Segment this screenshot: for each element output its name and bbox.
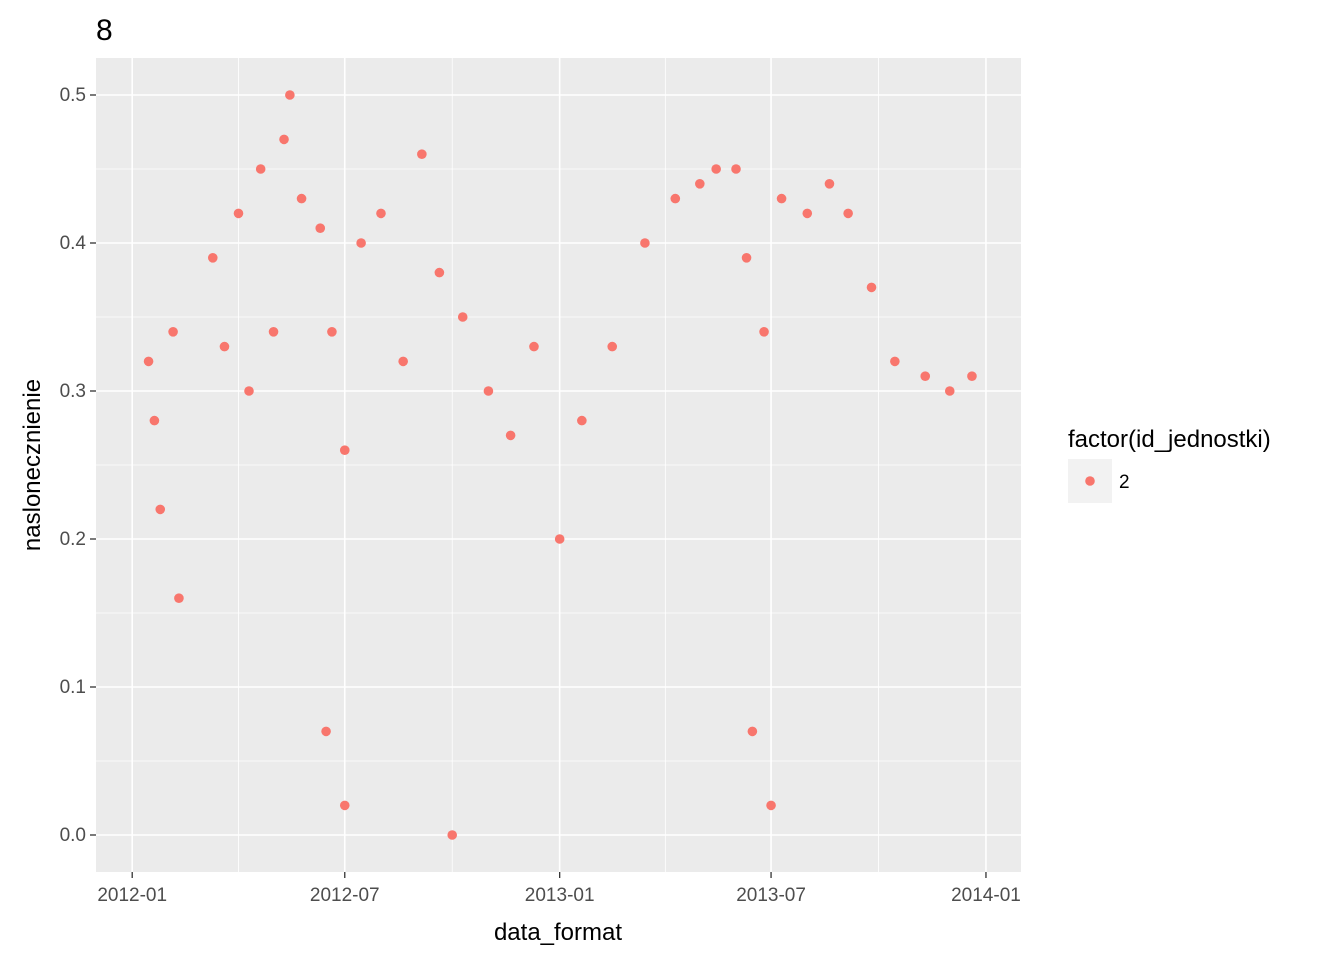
- data-point: [759, 327, 769, 337]
- data-point: [505, 430, 516, 441]
- data-point: [457, 312, 468, 322]
- data-point: [279, 134, 289, 145]
- data-point: [607, 341, 618, 352]
- data-point: [356, 238, 366, 248]
- x-axis-title: data_format: [494, 919, 622, 946]
- y-axis: 0.0 0.1 0.2 0.3 0.4 0.5: [60, 85, 96, 846]
- y-tick-label: 0.3: [60, 381, 86, 402]
- data-point: [244, 386, 254, 396]
- data-point: [296, 193, 307, 204]
- data-point: [207, 252, 218, 263]
- data-point: [398, 356, 408, 367]
- legend-key-point: [1085, 476, 1095, 486]
- grid-major: [96, 58, 1021, 872]
- data-point: [741, 252, 752, 263]
- data-point: [285, 90, 295, 100]
- x-tick-label: 2013-07: [736, 885, 806, 906]
- data-point: [866, 282, 877, 293]
- data-points: [143, 90, 977, 840]
- data-point: [920, 371, 931, 382]
- data-point: [747, 726, 758, 737]
- data-point: [315, 223, 326, 233]
- x-tick-label: 2012-07: [310, 885, 380, 906]
- y-tick-label: 0.2: [60, 529, 86, 550]
- data-point: [434, 267, 445, 278]
- data-point: [219, 341, 230, 352]
- data-point: [802, 208, 813, 219]
- legend-title: factor(id_jednostki): [1068, 426, 1271, 453]
- data-point: [321, 726, 331, 737]
- data-point: [670, 193, 681, 204]
- grid-minor: [96, 58, 1021, 872]
- legend-label: 2: [1119, 472, 1130, 493]
- y-tick-label: 0.4: [60, 233, 87, 254]
- data-point: [376, 208, 386, 219]
- data-point: [711, 164, 721, 174]
- y-axis-title: naslonecznienie: [19, 379, 46, 551]
- legend: factor(id_jednostki) 2: [1068, 426, 1271, 503]
- data-point: [843, 208, 853, 219]
- x-tick-label: 2012-01: [97, 885, 167, 906]
- data-point: [967, 371, 977, 382]
- data-point: [174, 593, 184, 603]
- chart-title: 8: [96, 14, 113, 47]
- data-point: [255, 164, 266, 174]
- x-tick-label: 2014-01: [951, 885, 1021, 906]
- data-point: [483, 386, 494, 396]
- data-point: [640, 238, 650, 248]
- x-tick-label: 2013-01: [525, 885, 595, 906]
- data-point: [149, 415, 160, 426]
- data-point: [554, 534, 565, 544]
- data-point: [890, 356, 900, 367]
- data-point: [268, 327, 279, 337]
- data-point: [824, 179, 835, 189]
- data-point: [155, 504, 166, 515]
- data-point: [168, 327, 178, 337]
- data-point: [529, 341, 539, 352]
- data-point: [577, 415, 587, 426]
- data-point: [695, 179, 705, 189]
- data-point: [731, 164, 741, 174]
- data-point: [766, 800, 776, 811]
- data-point: [339, 445, 350, 456]
- data-point: [327, 327, 337, 337]
- y-tick-label: 0.0: [60, 825, 86, 846]
- data-point: [776, 193, 787, 204]
- data-point: [143, 356, 154, 367]
- data-point: [417, 149, 427, 159]
- y-tick-label: 0.5: [60, 85, 86, 106]
- data-point: [233, 208, 244, 219]
- data-point: [447, 830, 458, 840]
- data-point: [339, 800, 350, 811]
- data-point: [944, 386, 955, 396]
- y-tick-label: 0.1: [60, 677, 86, 698]
- x-axis: 2012-01 2012-07 2013-01 2013-07 2014-01: [97, 872, 1021, 906]
